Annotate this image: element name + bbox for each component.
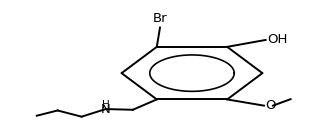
Text: O: O [266, 99, 276, 112]
Text: Br: Br [153, 12, 167, 25]
Text: N: N [101, 103, 110, 116]
Text: H: H [102, 100, 109, 110]
Text: OH: OH [267, 33, 288, 47]
